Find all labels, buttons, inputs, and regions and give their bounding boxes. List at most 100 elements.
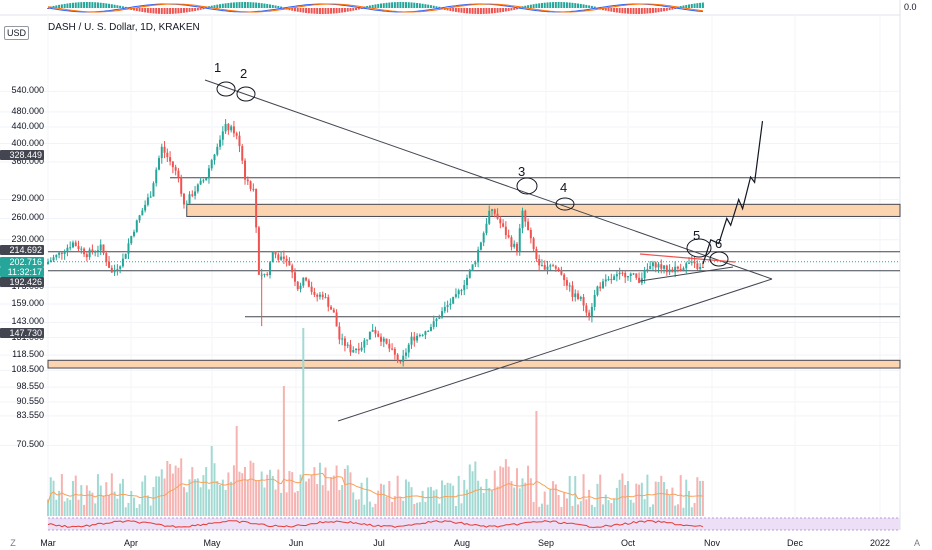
candle-body [130,236,133,244]
macd-histogram-bar [618,8,621,13]
candle-body [310,286,313,292]
macd-histogram-bar [432,5,435,8]
candle-body [199,180,202,185]
volume-bar [318,462,321,516]
macd-histogram-bar [388,2,391,8]
candle-body [263,273,266,275]
volume-bar [571,505,574,516]
volume-bar [116,498,119,516]
volume-bar [402,500,405,516]
candle-body [685,263,688,269]
candle-body [690,261,693,263]
volume-bar [432,490,435,516]
volume-bar [607,500,610,516]
macd-histogram-bar [138,8,141,12]
macd-histogram-bar [213,5,216,8]
candle-body [532,238,535,250]
volume-bar [85,485,88,516]
volume-bar [47,499,49,516]
macd-histogram-bar [660,8,663,12]
volume-bar [110,473,113,516]
candle-body [166,152,169,158]
candle-body [518,228,521,252]
auto-scale-z-button[interactable]: Z [10,538,16,548]
macd-histogram-bar [615,8,618,13]
macd-histogram-bar [288,8,291,11]
macd-histogram-bar [55,5,58,8]
volume-bar [380,483,382,516]
candle-body [343,338,346,346]
macd-histogram-bar [121,6,124,8]
volume-bar [496,486,499,516]
volume-bar [205,467,208,516]
candle-body [654,262,657,268]
volume-bar [615,487,618,516]
candle-body [299,285,302,290]
macd-histogram-bar [421,3,424,8]
volume-bar [602,504,604,516]
volume-bar [216,480,219,516]
macd-histogram-bar [52,5,55,8]
candle-body [49,260,52,263]
volume-bar [452,485,455,516]
volume-bar [152,486,155,516]
candle-body [488,210,491,224]
volume-bar [313,467,316,516]
macd-histogram-bar [221,3,224,8]
candle-body [80,248,83,250]
macd-histogram-bar [94,2,97,8]
macd-histogram-bar [624,8,627,14]
macd-histogram-bar [604,8,607,11]
macd-histogram-bar [685,4,688,8]
volume-bar [374,503,377,516]
macd-histogram-bar [360,8,363,10]
volume-bar [135,507,138,516]
candle-body [549,265,552,267]
candle-body [546,266,549,270]
volume-bar [388,481,391,516]
volume-bar [488,487,491,516]
volume-bar [688,491,691,516]
macd-histogram-bar [688,4,691,8]
macd-histogram-bar [385,2,388,9]
volume-bar [191,467,194,516]
candle-body [540,265,543,267]
volume-bar [665,489,668,516]
macd-histogram-bar [665,8,668,11]
candle-body [155,169,158,184]
price-tick-label: 230.000 [11,233,44,244]
macd-histogram-bar [171,8,174,14]
volume-bar [232,465,235,516]
volume-bar [568,475,571,516]
volume-bar [468,464,471,516]
macd-histogram-bar [232,2,235,8]
volume-bar [307,478,310,516]
volume-bar [518,488,521,516]
candle-body [146,197,149,205]
macd-histogram-bar [77,2,80,9]
point-label-2: 2 [240,66,248,81]
candle-body [171,161,174,168]
time-tick-label: Jul [373,538,385,548]
volume-bar [560,507,563,516]
macd-histogram-bar [69,3,72,8]
time-tick-label: Aug [453,538,471,548]
volume-bar [338,490,341,516]
macd-histogram-bar [515,8,518,10]
macd-histogram-bar [477,8,480,14]
time-tick-label: Nov [703,538,721,548]
macd-histogram-bar [227,2,230,8]
candle-body [355,348,358,351]
candle-body [341,338,344,340]
candle-body [296,281,299,290]
volume-bar [249,460,252,516]
volume-bar [579,501,582,516]
macd-histogram-bar [174,8,177,14]
macd-histogram-bar [133,8,136,11]
auto-scale-a-button[interactable]: A [913,538,920,548]
highlight-circle [236,86,256,102]
macd-histogram-bar [502,8,505,12]
currency-badge[interactable]: USD [4,26,30,40]
candle-body [318,294,321,297]
